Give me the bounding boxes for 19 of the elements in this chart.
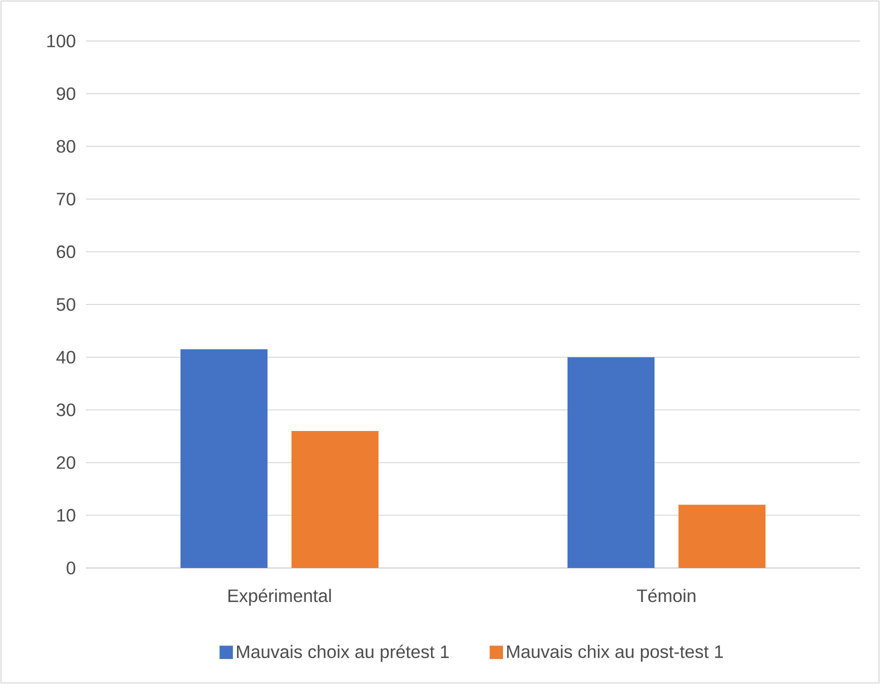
bar bbox=[180, 349, 268, 568]
y-tick-label: 50 bbox=[56, 298, 76, 311]
y-tick-label: 90 bbox=[56, 87, 76, 100]
y-tick-label: 20 bbox=[56, 456, 76, 469]
x-tick-label: Témoin bbox=[636, 588, 696, 602]
y-tick-label: 100 bbox=[47, 34, 76, 48]
bar bbox=[568, 357, 655, 568]
y-tick-label: 60 bbox=[56, 245, 76, 258]
y-tick-label: 80 bbox=[56, 140, 76, 153]
y-tick-label: 10 bbox=[57, 508, 76, 522]
y-tick-label: 70 bbox=[56, 192, 76, 206]
y-tick-label: 40 bbox=[56, 350, 76, 364]
legend-label: Mauvais choix au prétest 1 bbox=[237, 644, 449, 662]
y-tick-label: 0 bbox=[66, 562, 76, 574]
bar bbox=[678, 504, 766, 568]
legend-label: Mauvais chix au post-test 1 bbox=[507, 644, 723, 662]
bar bbox=[292, 430, 379, 568]
x-tick-label: Expérimental bbox=[228, 588, 331, 606]
y-tick-label: 30 bbox=[56, 404, 76, 416]
